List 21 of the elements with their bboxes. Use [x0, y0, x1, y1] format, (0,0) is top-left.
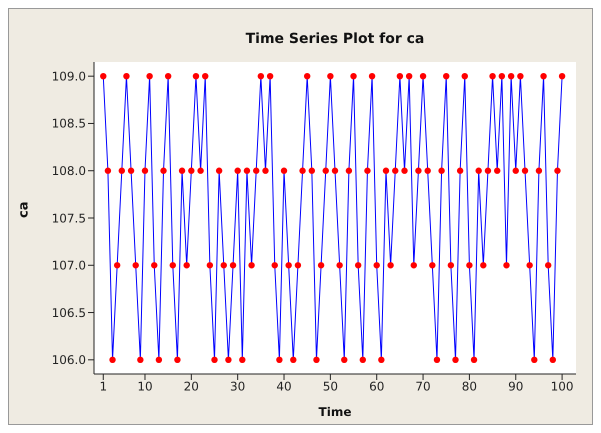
y-tick-label: 108.5: [52, 116, 86, 131]
x-tick-label: 100: [550, 380, 574, 394]
y-tick-label: 108.0: [52, 164, 86, 178]
x-tick-label: 60: [369, 380, 384, 394]
y-tick-label: 107.0: [52, 258, 86, 273]
x-tick-label: 40: [276, 380, 292, 394]
x-tick-label: 90: [508, 380, 524, 394]
y-tick-label: 106.5: [52, 306, 86, 320]
chart-title: Time Series Plot for ca: [244, 31, 426, 47]
y-axis-title: ca: [16, 202, 32, 218]
x-tick-label: 50: [322, 380, 338, 394]
x-axis-title: Time: [318, 405, 352, 419]
y-tick-label: 107.5: [52, 211, 86, 226]
y-tick-label: 106.0: [52, 353, 86, 368]
x-tick-label: 20: [184, 380, 199, 394]
x-tick-label: 80: [462, 380, 478, 394]
x-tick-label: 70: [415, 380, 431, 394]
x-tick-label: 10: [137, 380, 153, 394]
x-tick-label: 30: [230, 380, 246, 394]
x-tick-label: 1: [99, 380, 108, 394]
y-tick-label: 109.0: [52, 69, 86, 84]
